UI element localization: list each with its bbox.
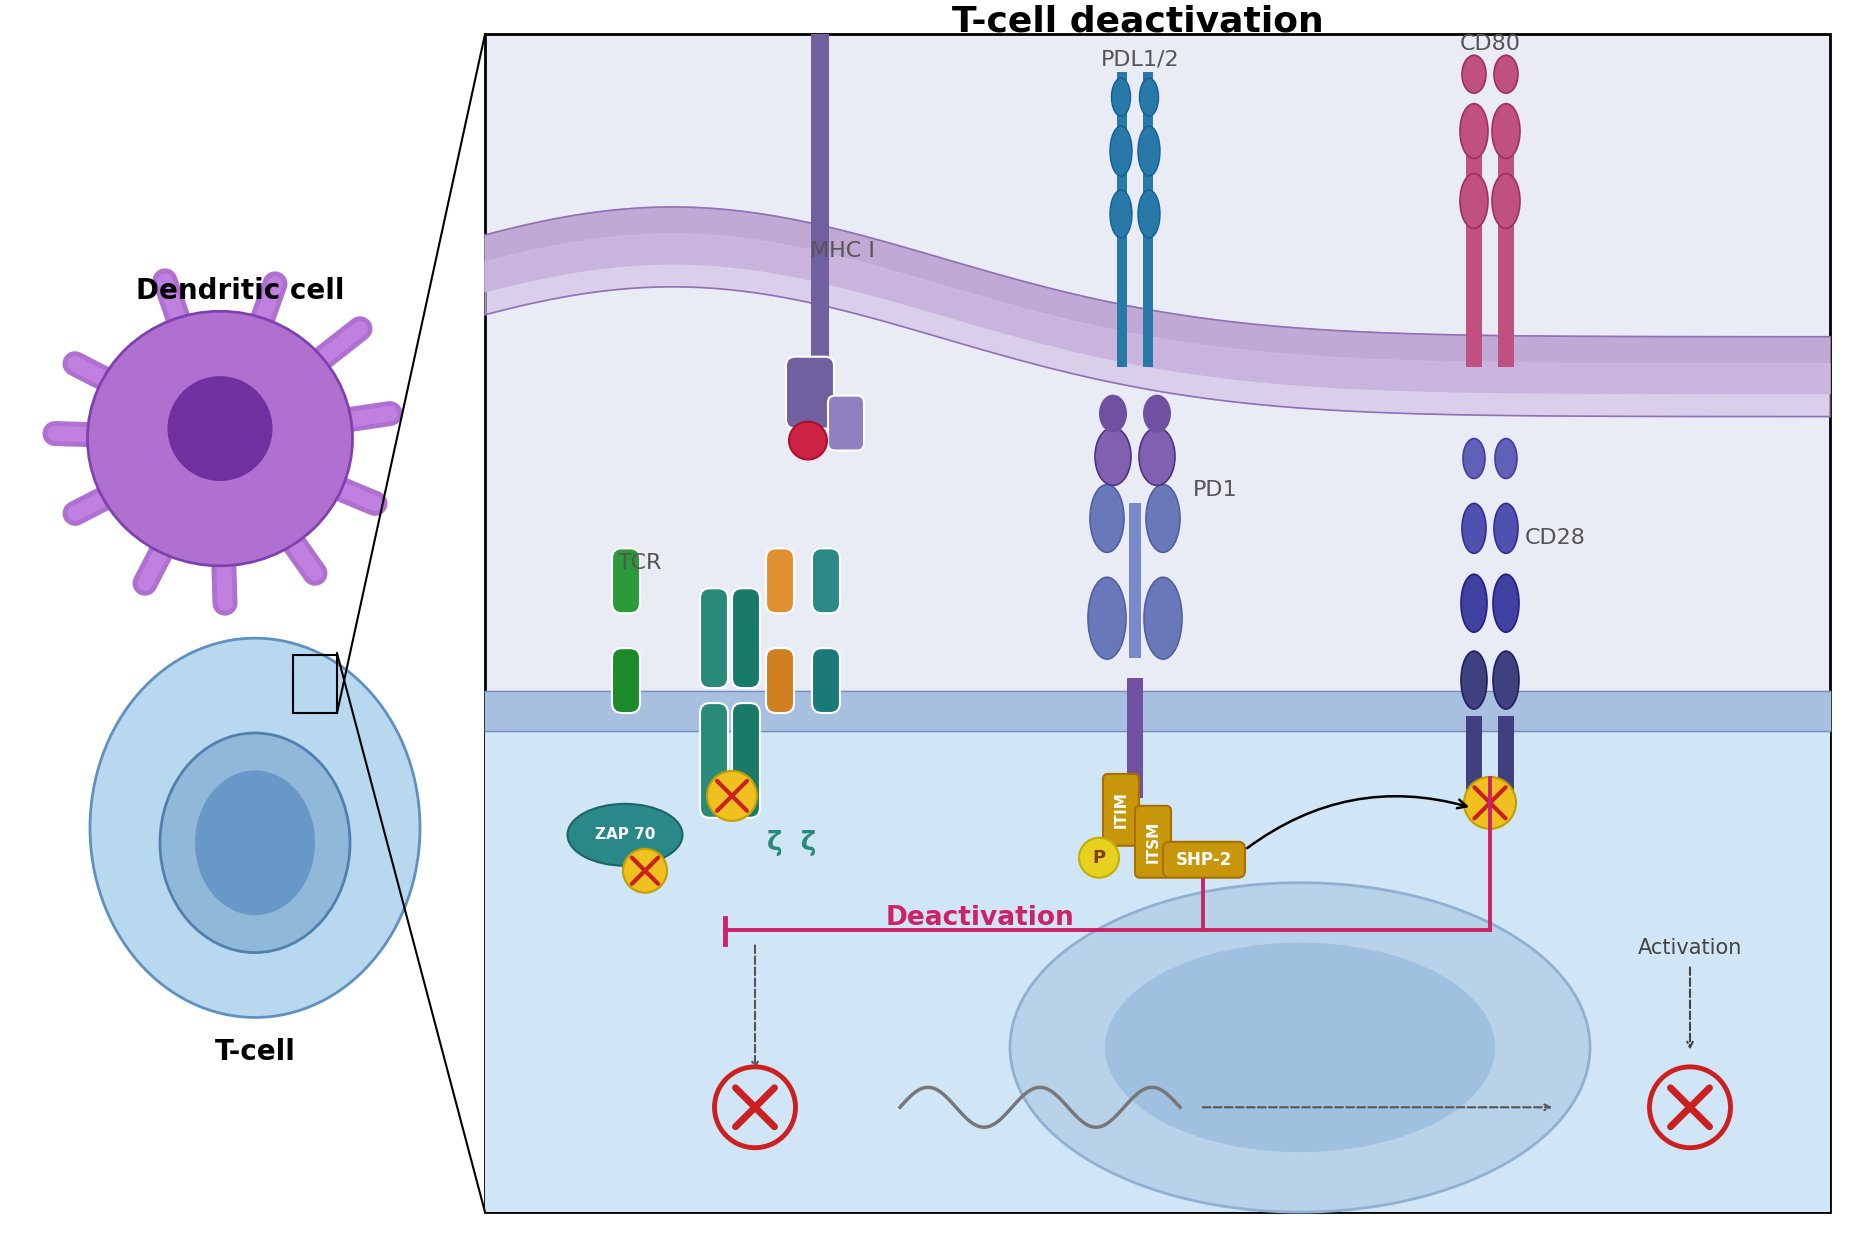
Ellipse shape — [1096, 427, 1131, 485]
Bar — [1144, 72, 1153, 367]
Ellipse shape — [1461, 574, 1487, 632]
FancyBboxPatch shape — [829, 396, 864, 450]
Circle shape — [1079, 838, 1120, 877]
Ellipse shape — [1112, 78, 1131, 116]
Text: P: P — [1092, 848, 1105, 867]
FancyBboxPatch shape — [812, 548, 840, 613]
Circle shape — [623, 848, 667, 892]
Ellipse shape — [159, 733, 350, 953]
Text: ZAP 70: ZAP 70 — [595, 827, 654, 842]
FancyBboxPatch shape — [1135, 806, 1172, 877]
Ellipse shape — [1138, 427, 1175, 485]
Ellipse shape — [1463, 439, 1485, 479]
Bar — [1498, 716, 1515, 796]
Ellipse shape — [1494, 439, 1517, 479]
Ellipse shape — [1463, 503, 1487, 553]
Ellipse shape — [1088, 577, 1125, 659]
FancyBboxPatch shape — [612, 649, 640, 713]
Text: MHC I: MHC I — [810, 241, 875, 261]
FancyBboxPatch shape — [701, 703, 729, 818]
Text: ITSM: ITSM — [1146, 821, 1161, 862]
FancyBboxPatch shape — [786, 357, 834, 429]
Text: PDL1/2: PDL1/2 — [1101, 49, 1179, 69]
Circle shape — [790, 421, 827, 460]
Bar — [293, 655, 337, 713]
Bar — [486, 34, 1830, 1212]
Ellipse shape — [1494, 503, 1518, 553]
Text: TCR: TCR — [619, 553, 662, 573]
Ellipse shape — [1492, 651, 1518, 709]
Text: Dendritic cell: Dendritic cell — [135, 277, 345, 305]
Ellipse shape — [1144, 395, 1172, 432]
Ellipse shape — [567, 804, 682, 866]
Circle shape — [706, 771, 756, 821]
FancyBboxPatch shape — [732, 703, 760, 818]
Bar — [1467, 117, 1481, 367]
Text: ITIM: ITIM — [1114, 792, 1129, 828]
Ellipse shape — [1459, 103, 1489, 158]
FancyBboxPatch shape — [732, 588, 760, 688]
Bar — [1127, 678, 1144, 798]
Ellipse shape — [1463, 55, 1487, 93]
Bar — [1116, 72, 1127, 367]
Ellipse shape — [1461, 651, 1487, 709]
Text: T-cell deactivation: T-cell deactivation — [951, 4, 1324, 38]
FancyBboxPatch shape — [812, 649, 840, 713]
Text: PD1: PD1 — [1192, 480, 1237, 500]
Polygon shape — [486, 691, 1830, 732]
Text: CD80: CD80 — [1459, 34, 1520, 54]
Ellipse shape — [1010, 882, 1591, 1212]
Ellipse shape — [1492, 103, 1520, 158]
Ellipse shape — [1138, 126, 1161, 176]
Text: T-cell: T-cell — [215, 1038, 295, 1066]
Ellipse shape — [1140, 78, 1159, 116]
Ellipse shape — [91, 639, 421, 1017]
FancyBboxPatch shape — [612, 548, 640, 613]
Text: Deactivation: Deactivation — [886, 905, 1073, 930]
FancyBboxPatch shape — [1103, 774, 1138, 846]
Ellipse shape — [1492, 574, 1518, 632]
Ellipse shape — [1111, 126, 1133, 176]
Bar — [486, 703, 1830, 1212]
Text: SHP-2: SHP-2 — [1175, 851, 1233, 869]
Bar — [1498, 117, 1515, 367]
Text: Activation: Activation — [1637, 938, 1743, 958]
FancyBboxPatch shape — [766, 548, 794, 613]
FancyBboxPatch shape — [701, 588, 729, 688]
Ellipse shape — [1492, 173, 1520, 229]
FancyBboxPatch shape — [766, 649, 794, 713]
Ellipse shape — [1146, 484, 1179, 552]
Ellipse shape — [87, 312, 352, 566]
Ellipse shape — [1144, 577, 1183, 659]
Ellipse shape — [1090, 484, 1124, 552]
Ellipse shape — [1138, 190, 1161, 238]
Ellipse shape — [1111, 190, 1133, 238]
Bar — [1129, 503, 1140, 659]
Circle shape — [1465, 777, 1517, 828]
Polygon shape — [486, 207, 1830, 393]
Ellipse shape — [167, 376, 273, 481]
Ellipse shape — [1099, 395, 1127, 432]
Bar — [810, 34, 829, 363]
Polygon shape — [486, 234, 1830, 416]
Bar — [1467, 716, 1481, 796]
Ellipse shape — [195, 771, 315, 915]
Ellipse shape — [1459, 173, 1489, 229]
Text: CD28: CD28 — [1524, 528, 1585, 548]
FancyArrowPatch shape — [1248, 796, 1467, 848]
Text: ζ  ζ: ζ ζ — [768, 830, 816, 856]
Ellipse shape — [1494, 55, 1518, 93]
FancyBboxPatch shape — [1162, 842, 1246, 877]
Ellipse shape — [1105, 943, 1494, 1153]
